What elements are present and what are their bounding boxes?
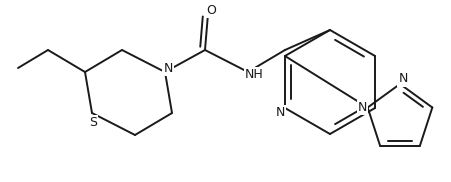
Text: O: O (206, 3, 216, 17)
Text: N: N (275, 106, 284, 118)
Text: N: N (357, 101, 367, 114)
Text: N: N (163, 62, 172, 74)
Text: S: S (89, 116, 97, 128)
Text: N: N (397, 72, 407, 86)
Text: NH: NH (244, 68, 263, 80)
